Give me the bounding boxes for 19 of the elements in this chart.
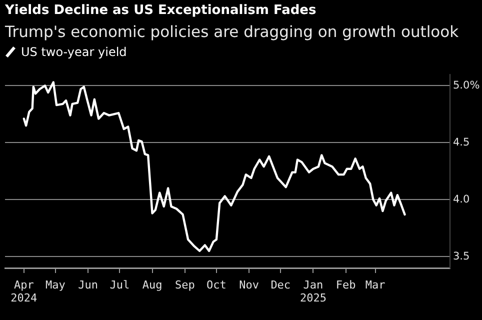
x-tick-label: Jul — [110, 278, 130, 292]
x-tick-label: Jan 2025 — [300, 278, 326, 305]
x-tick-label: May — [46, 278, 66, 292]
chart-subtitle: Trump's economic policies are dragging on growth outlook — [5, 23, 459, 41]
x-tick-label: Aug — [142, 278, 162, 292]
x-tick-label: Nov — [239, 278, 260, 292]
x-tick-label: Sep — [174, 278, 195, 292]
x-tick-label: Apr 2024 — [10, 278, 38, 305]
x-tick-label: Dec — [270, 278, 291, 292]
x-tick-label: Feb — [336, 278, 356, 292]
y-tick-label: 3.5 — [453, 250, 470, 262]
legend-label: US two-year yield — [21, 45, 127, 59]
chart-title: Yields Decline as US Exceptionalism Fades — [5, 3, 316, 18]
y-tick-label: 4.5 — [453, 136, 470, 148]
y-tick-label: 4.0 — [453, 193, 470, 206]
x-tick-label: Oct — [206, 278, 226, 292]
x-tick-label: Jun — [78, 278, 98, 292]
x-tick-label: Mar — [365, 278, 386, 292]
y-tick-label: 5.0% — [453, 79, 480, 92]
